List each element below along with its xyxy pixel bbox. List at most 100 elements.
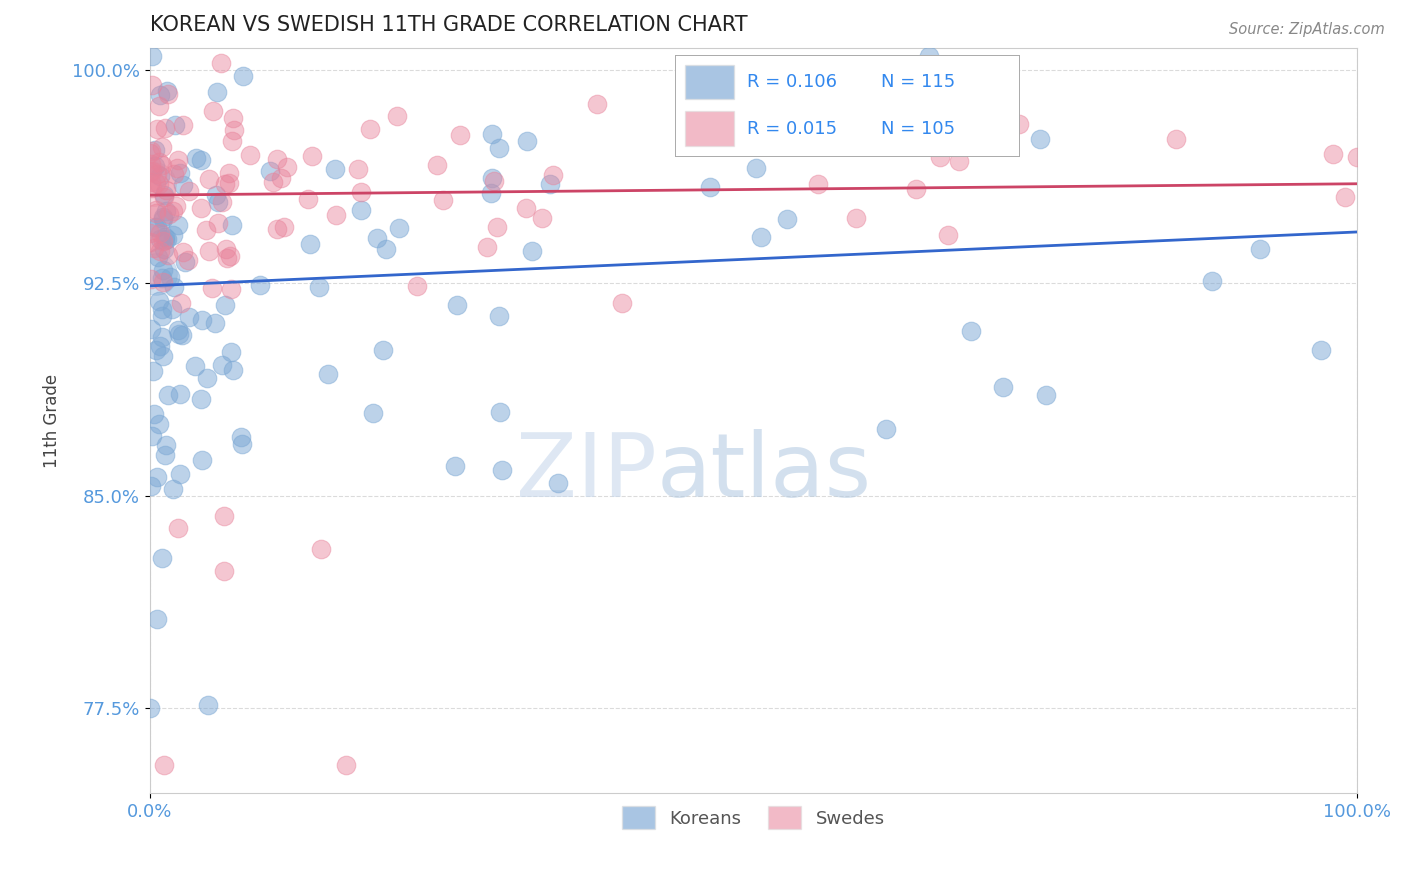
Point [520,244,543,258]
Point [166,161,188,176]
Point [1029,132,1052,146]
Point [214,509,236,524]
Point [153,121,176,136]
Point [222,362,245,376]
Point [516,134,538,148]
Point [190,392,212,406]
Point [207,216,229,230]
Point [960,324,983,338]
Point [918,49,941,63]
Point [479,186,502,201]
Point [218,177,240,191]
Point [152,263,174,277]
Point [162,227,184,242]
Point [266,222,288,236]
Point [217,252,239,266]
Point [488,141,510,155]
Point [948,154,970,169]
Point [160,302,183,317]
Text: ZIP: ZIP [516,429,657,516]
Point [218,249,240,263]
Point [157,207,180,221]
Point [489,405,512,419]
Point [426,158,449,172]
Point [165,199,187,213]
Point [488,309,510,323]
Point [222,111,245,125]
Point [149,244,172,259]
Text: atlas: atlas [657,429,872,516]
Point [323,162,346,177]
Point [349,203,371,218]
Point [152,210,174,224]
Point [359,121,381,136]
Point [1309,343,1331,358]
Point [146,121,169,136]
Point [162,483,184,497]
Point [270,170,292,185]
Point [163,167,186,181]
Point [153,190,176,204]
Point [361,406,384,420]
Point [446,298,468,312]
Point [177,184,200,198]
Point [153,758,176,772]
Point [325,208,347,222]
Point [156,84,179,98]
Text: Source: ZipAtlas.com: Source: ZipAtlas.com [1229,22,1385,37]
Point [152,188,174,202]
Point [139,165,162,179]
Point [905,181,928,195]
Point [807,177,830,191]
Point [157,388,180,402]
Point [515,201,537,215]
Point [143,159,166,173]
Point [211,358,233,372]
Point [148,417,170,431]
Point [143,220,166,235]
Point [152,234,174,248]
Point [531,211,554,226]
Point [194,223,217,237]
Point [366,230,388,244]
Point [141,164,163,178]
Point [316,367,339,381]
Point [148,178,170,192]
Point [224,122,246,136]
Point [266,152,288,166]
Point [177,252,200,267]
Point [191,453,214,467]
Point [1008,117,1031,131]
Point [221,218,243,232]
Point [406,279,429,293]
Point [232,69,254,83]
Point [153,242,176,256]
Point [150,330,173,344]
Point [152,310,174,324]
Point [443,459,465,474]
Point [205,86,228,100]
Point [215,242,238,256]
Point [699,179,721,194]
Point [259,164,281,178]
Point [1322,147,1344,161]
Point [150,271,173,285]
Point [190,153,212,168]
Point [350,185,373,199]
Point [145,206,167,220]
Point [191,313,214,327]
Point [139,146,162,161]
Point [143,407,166,421]
Point [157,87,180,102]
Point [153,230,176,244]
Point [776,212,799,227]
Point [211,194,233,209]
Point [146,168,169,182]
Point [141,322,163,336]
Point [169,296,191,310]
Point [209,55,232,70]
Point [936,228,959,243]
Point [239,148,262,162]
Point [751,230,773,244]
Point [1346,150,1368,164]
